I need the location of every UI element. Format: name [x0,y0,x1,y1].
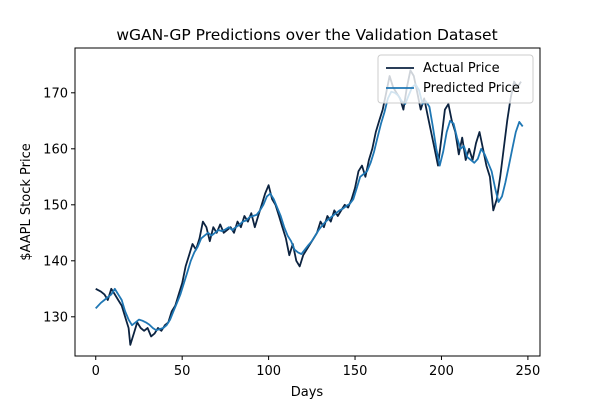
y-tick-label: 170 [43,86,68,101]
chart-title: wGAN-GP Predictions over the Validation … [116,26,497,44]
legend-label-predicted: Predicted Price [423,81,520,96]
x-tick-label: 200 [429,364,454,379]
x-tick-label: 50 [174,364,191,379]
x-axis-label: Days [291,385,324,400]
series-line-predicted [95,83,524,332]
x-tick-label: 250 [515,364,540,379]
series-layer [95,69,524,346]
legend-label-actual: Actual Price [423,61,500,76]
plot-area [74,47,541,357]
y-tick-label: 130 [43,310,68,325]
legend-box [377,54,534,104]
x-tick-label: 150 [343,364,368,379]
x-tick-label: 100 [256,364,281,379]
y-tick-label: 150 [43,198,68,213]
y-axis: 130 140 150 160 170 [43,86,75,325]
legend: Actual Price Predicted Price [377,54,534,104]
y-axis-label: $AAPL Stock Price [19,143,34,260]
x-axis: 0 50 100 150 200 250 [92,356,540,379]
y-tick-label: 140 [43,254,68,269]
x-tick-label: 0 [92,364,100,379]
plot-frame [74,47,541,357]
y-tick-label: 160 [43,142,68,157]
